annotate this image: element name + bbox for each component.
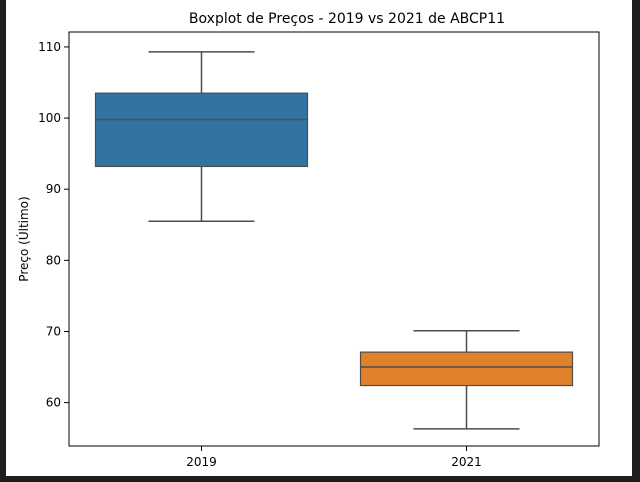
axes-frame xyxy=(68,31,600,447)
x-tick-label-2019: 2019 xyxy=(186,455,217,469)
plot-area: 60 70 80 90 100 110 2019 2021 xyxy=(38,31,600,469)
y-tick-label-90: 90 xyxy=(46,182,61,196)
chart-title: Boxplot de Preços - 2019 vs 2021 de ABCP… xyxy=(189,11,505,27)
y-tick-label-110: 110 xyxy=(38,40,61,54)
box-2021-iqr-rect xyxy=(359,351,574,387)
box-2019-iqr-rect xyxy=(94,92,309,168)
x-tick-label-2021: 2021 xyxy=(451,455,482,469)
boxplot-chart: Boxplot de Preços - 2019 vs 2021 de ABCP… xyxy=(16,11,600,469)
y-axis-label: Preço (Último) xyxy=(16,196,31,281)
y-tick-label-60: 60 xyxy=(46,396,61,410)
y-tick-label-70: 70 xyxy=(46,324,61,338)
chart-figure: Boxplot de Preços - 2019 vs 2021 de ABCP… xyxy=(6,0,632,476)
y-tick-label-80: 80 xyxy=(46,253,61,267)
y-tick-label-100: 100 xyxy=(38,111,61,125)
